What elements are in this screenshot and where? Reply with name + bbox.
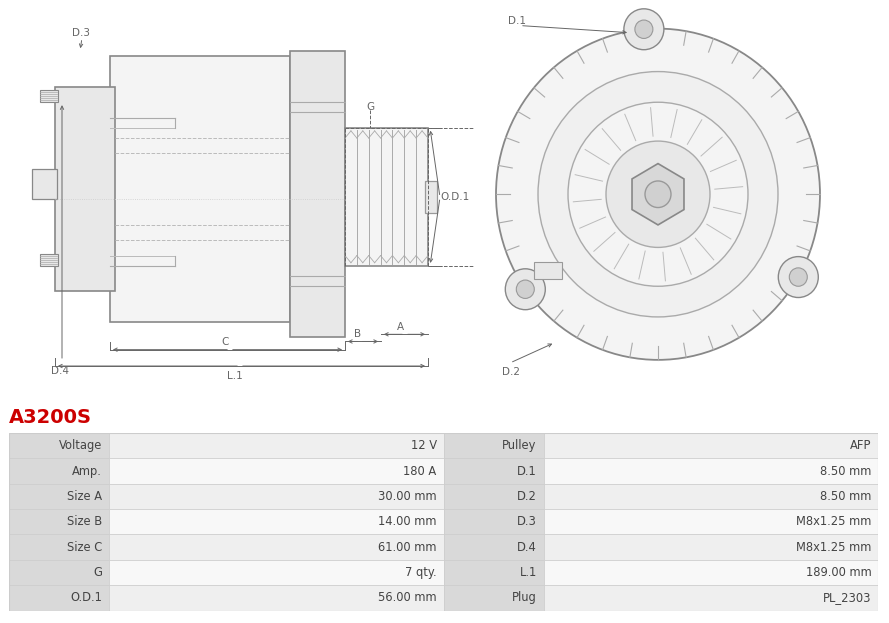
Bar bbox=[108, 585, 444, 611]
Bar bbox=[444, 483, 543, 509]
Text: Size B: Size B bbox=[67, 515, 102, 528]
Polygon shape bbox=[632, 164, 684, 225]
Text: M8x1.25 mm: M8x1.25 mm bbox=[796, 541, 871, 554]
Text: Pulley: Pulley bbox=[502, 439, 537, 452]
Text: B: B bbox=[355, 330, 362, 340]
Circle shape bbox=[635, 20, 653, 39]
Bar bbox=[9, 483, 108, 509]
Bar bbox=[40, 90, 58, 102]
Text: D.2: D.2 bbox=[502, 367, 520, 377]
Text: 8.50 mm: 8.50 mm bbox=[820, 465, 871, 478]
Bar bbox=[108, 459, 444, 483]
Text: Size C: Size C bbox=[67, 541, 102, 554]
Bar bbox=[108, 433, 444, 459]
Text: AFP: AFP bbox=[850, 439, 871, 452]
Bar bbox=[55, 87, 115, 292]
Text: D.3: D.3 bbox=[72, 27, 90, 38]
Text: L.1: L.1 bbox=[227, 371, 243, 381]
Bar bbox=[444, 535, 543, 560]
Text: M8x1.25 mm: M8x1.25 mm bbox=[796, 515, 871, 528]
Bar bbox=[543, 560, 878, 585]
Bar bbox=[9, 459, 108, 483]
Circle shape bbox=[789, 268, 807, 286]
Text: G: G bbox=[366, 102, 374, 112]
Text: L.1: L.1 bbox=[519, 566, 537, 579]
Bar bbox=[543, 585, 878, 611]
Text: O.D.1: O.D.1 bbox=[440, 193, 469, 202]
Bar bbox=[543, 433, 878, 459]
Bar bbox=[108, 535, 444, 560]
Circle shape bbox=[538, 72, 778, 317]
Text: 12 V: 12 V bbox=[411, 439, 436, 452]
Bar bbox=[108, 509, 444, 535]
Bar bbox=[290, 51, 345, 338]
Bar bbox=[9, 535, 108, 560]
Text: Size A: Size A bbox=[67, 490, 102, 503]
Bar bbox=[543, 509, 878, 535]
Bar bbox=[345, 128, 428, 266]
Circle shape bbox=[624, 9, 664, 50]
Text: 7 qty.: 7 qty. bbox=[405, 566, 436, 579]
Text: 30.00 mm: 30.00 mm bbox=[378, 490, 436, 503]
Bar bbox=[110, 56, 290, 322]
Circle shape bbox=[568, 102, 748, 286]
Bar bbox=[543, 483, 878, 509]
Bar bbox=[543, 535, 878, 560]
Bar bbox=[444, 509, 543, 535]
Bar bbox=[533, 262, 562, 278]
Circle shape bbox=[496, 29, 820, 360]
Text: 189.00 mm: 189.00 mm bbox=[805, 566, 871, 579]
Bar bbox=[425, 181, 437, 212]
Bar bbox=[444, 585, 543, 611]
Bar bbox=[108, 560, 444, 585]
Text: D.1: D.1 bbox=[508, 16, 526, 26]
Text: 61.00 mm: 61.00 mm bbox=[378, 541, 436, 554]
Bar bbox=[9, 433, 108, 459]
Text: O.D.1: O.D.1 bbox=[70, 591, 102, 604]
Text: D.1: D.1 bbox=[517, 465, 537, 478]
Text: C: C bbox=[221, 338, 228, 348]
Text: D.4: D.4 bbox=[51, 366, 69, 376]
Bar bbox=[40, 254, 58, 266]
Text: PL_2303: PL_2303 bbox=[823, 591, 871, 604]
Bar bbox=[108, 483, 444, 509]
Text: D.4: D.4 bbox=[517, 541, 537, 554]
Text: A: A bbox=[396, 322, 404, 332]
Text: Voltage: Voltage bbox=[59, 439, 102, 452]
Circle shape bbox=[778, 257, 818, 298]
Bar bbox=[543, 459, 878, 483]
Circle shape bbox=[505, 269, 545, 310]
Text: D.2: D.2 bbox=[517, 490, 537, 503]
Bar bbox=[9, 509, 108, 535]
Text: Amp.: Amp. bbox=[72, 465, 102, 478]
Text: Plug: Plug bbox=[512, 591, 537, 604]
Text: 180 A: 180 A bbox=[404, 465, 436, 478]
Text: 14.00 mm: 14.00 mm bbox=[378, 515, 436, 528]
Text: D.3: D.3 bbox=[517, 515, 537, 528]
Bar bbox=[444, 560, 543, 585]
Circle shape bbox=[517, 280, 534, 298]
Text: A3200S: A3200S bbox=[9, 408, 92, 427]
Bar bbox=[9, 585, 108, 611]
Text: 56.00 mm: 56.00 mm bbox=[378, 591, 436, 604]
Bar bbox=[9, 560, 108, 585]
Text: G: G bbox=[93, 566, 102, 579]
Bar bbox=[444, 433, 543, 459]
Bar bbox=[444, 459, 543, 483]
Circle shape bbox=[606, 141, 710, 247]
Text: 8.50 mm: 8.50 mm bbox=[820, 490, 871, 503]
Circle shape bbox=[645, 181, 671, 207]
Bar bbox=[32, 169, 57, 199]
